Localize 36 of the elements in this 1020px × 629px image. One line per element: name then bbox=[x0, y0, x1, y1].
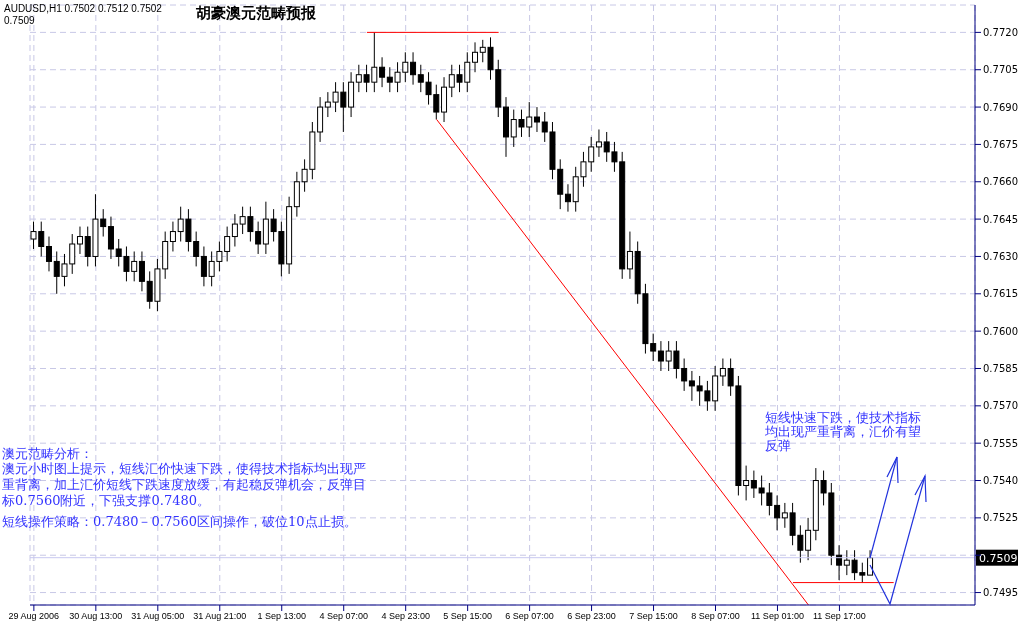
x-tick-label: 8 Sep 07:00 bbox=[691, 611, 740, 622]
annotation: 澳元范畴分析： bbox=[2, 446, 94, 462]
y-tick-label: 0.7705 bbox=[983, 64, 1018, 76]
y-tick-label: 0.7690 bbox=[983, 101, 1018, 113]
x-tick-label: 1 Sep 13:00 bbox=[257, 611, 307, 622]
y-tick-label: 0.7615 bbox=[983, 288, 1018, 300]
x-tick-label: 11 Sep 17:00 bbox=[813, 611, 866, 622]
x-tick-label: 31 Aug 21:00 bbox=[193, 611, 247, 622]
x-tick-label: 6 Sep 07:00 bbox=[505, 611, 554, 622]
y-tick-label: 0.7525 bbox=[983, 512, 1018, 524]
y-tick-label: 0.7675 bbox=[983, 138, 1018, 150]
x-tick-label: 11 Sep 01:00 bbox=[751, 611, 804, 622]
x-tick-label: 6 Sep 23:00 bbox=[567, 611, 616, 622]
y-tick-label: 0.7645 bbox=[983, 213, 1018, 225]
x-tick-label: 5 Sep 15:00 bbox=[443, 611, 492, 622]
y-tick-label: 0.7495 bbox=[983, 587, 1018, 599]
annotation: 短线操作策略：0.7480－0.7560区间操作，破位10点止损。 bbox=[2, 514, 358, 530]
y-tick-label: 0.7555 bbox=[983, 437, 1018, 449]
y-tick-label: 0.7540 bbox=[983, 475, 1018, 487]
x-tick-label: 7 Sep 15:00 bbox=[629, 611, 678, 622]
x-tick-label: 4 Sep 23:00 bbox=[381, 611, 430, 622]
annotation: 澳元小时图上提示，短线汇价快速下跌，使得技术指标均出现严重背离，加上汇价短线下跌速度放缓，有起稳反弹机会，反弹目标0.7560附近，下强支撑0.7480。 bbox=[2, 461, 367, 509]
x-tick-label: 29 Aug 2006 bbox=[8, 611, 60, 622]
x-tick-label: 4 Sep 07:00 bbox=[319, 611, 368, 622]
annotation: AUDUSD,H1 0.7502 0.7512 0.7502 0.7509 bbox=[4, 3, 163, 27]
y-tick-label: 0.7600 bbox=[983, 325, 1018, 337]
x-tick-label: 31 Aug 05:00 bbox=[131, 611, 185, 622]
y-tick-label: 0.7585 bbox=[983, 363, 1018, 375]
chart-title: 胡豪澳元范畴预报 bbox=[196, 4, 316, 23]
x-tick-label: 30 Aug 13:00 bbox=[69, 611, 123, 622]
y-tick-label: 0.7720 bbox=[983, 26, 1018, 38]
y-tick-label: 0.7660 bbox=[983, 176, 1018, 188]
y-tick-label: 0.7630 bbox=[983, 251, 1018, 262]
y-tick-label: 0.7570 bbox=[983, 400, 1018, 412]
ref-line-label: 0.7509 bbox=[979, 551, 1018, 565]
annotation: 短线快速下跌，使技术指标均出现严重背离，汇价有望反弹 bbox=[765, 410, 922, 453]
